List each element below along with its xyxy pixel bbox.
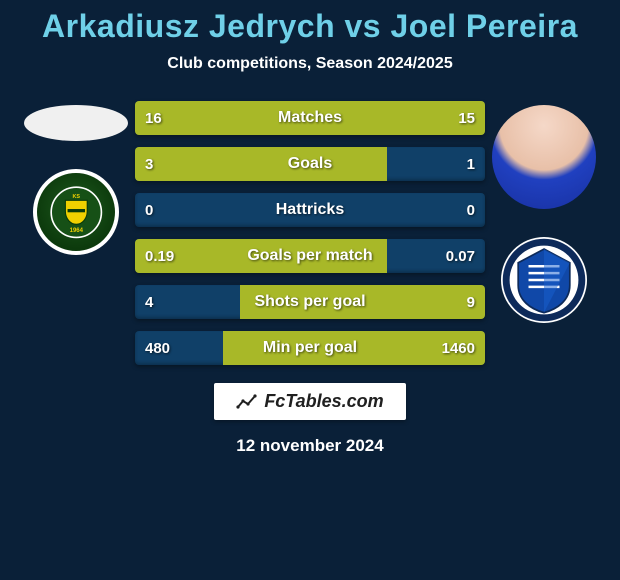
stat-bar: 31Goals	[135, 147, 485, 181]
stat-bar: 49Shots per goal	[135, 285, 485, 319]
club-crest-icon	[501, 237, 587, 323]
stat-fill-left	[135, 239, 387, 273]
date-label: 12 november 2024	[236, 436, 383, 456]
stat-bar: 0 0Hattricks	[135, 193, 485, 227]
stat-fill-left	[135, 101, 317, 135]
stat-value-right: 1	[467, 147, 475, 181]
stat-bar: 4801460Min per goal	[135, 331, 485, 365]
stat-label: Hattricks	[135, 193, 485, 227]
club-logo-left: KS 1964	[33, 169, 119, 255]
stat-fill-right	[240, 285, 485, 319]
brand-badge: FcTables.com	[214, 383, 405, 420]
stat-fill-right	[317, 101, 485, 135]
svg-text:KS: KS	[72, 194, 80, 200]
svg-text:1964: 1964	[69, 228, 83, 234]
stat-value-right: 0.07	[446, 239, 475, 273]
stat-fill-right	[223, 331, 486, 365]
subtitle: Club competitions, Season 2024/2025	[167, 55, 452, 73]
shield-icon: KS 1964	[49, 185, 104, 240]
stat-value-left: 4	[145, 285, 153, 319]
player-avatar-right	[492, 105, 596, 209]
left-column: KS 1964	[17, 101, 135, 255]
club-logo-right	[501, 237, 587, 323]
stat-bar: 0.190.07Goals per match	[135, 239, 485, 273]
comparison-row: KS 1964 1615Matches 31Goals 0 0Hattricks 0.1…	[0, 101, 620, 365]
stat-bar: 1615Matches	[135, 101, 485, 135]
right-column	[485, 101, 603, 323]
page-title: Arkadiusz Jedrych vs Joel Pereira	[42, 8, 578, 45]
brand-text: FcTables.com	[264, 391, 383, 412]
player-avatar-left	[24, 105, 128, 141]
stat-fill-left	[135, 147, 387, 181]
infographic: Arkadiusz Jedrych vs Joel Pereira Club c…	[0, 0, 620, 580]
stat-value-left: 0	[145, 193, 153, 227]
chart-icon	[236, 393, 258, 411]
stat-value-right: 0	[467, 193, 475, 227]
stat-value-left: 480	[145, 331, 170, 365]
stats-bars: 1615Matches 31Goals 0 0Hattricks 0.190.07Goa…	[135, 101, 485, 365]
